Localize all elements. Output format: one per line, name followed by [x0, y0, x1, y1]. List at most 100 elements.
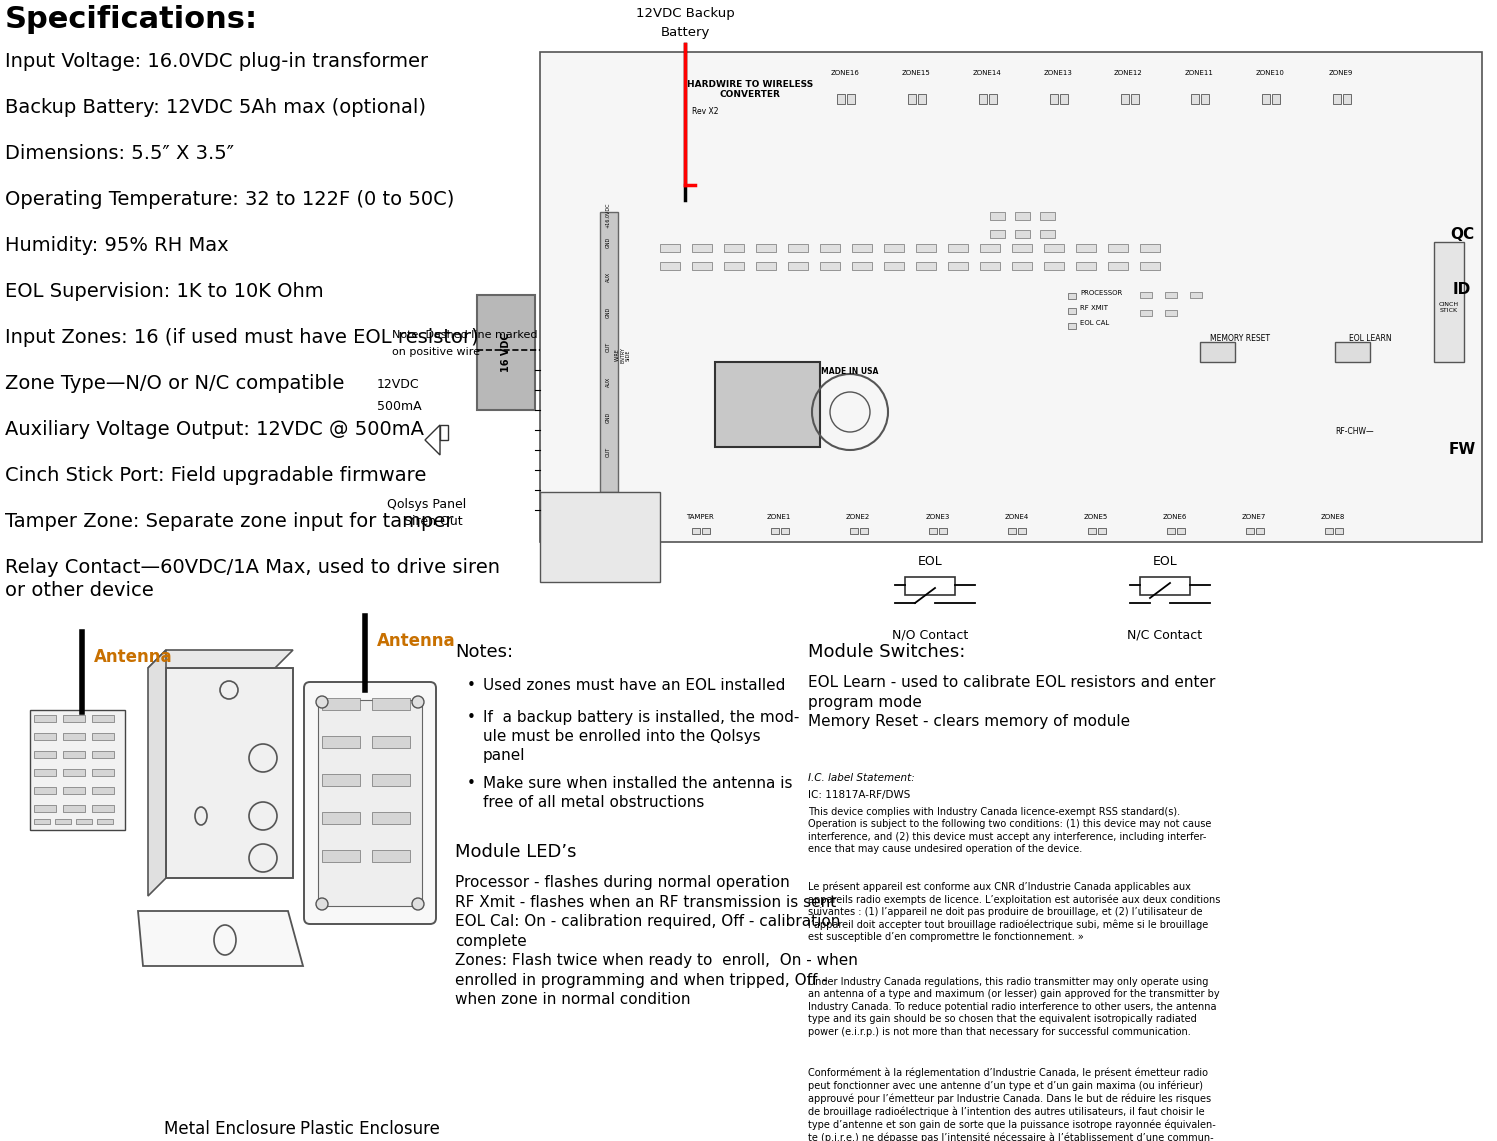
Text: 12VDC: 12VDC [377, 378, 419, 391]
Text: Le présent appareil est conforme aux CNR d’Industrie Canada applicables aux
appa: Le présent appareil est conforme aux CNR… [808, 881, 1220, 942]
Circle shape [316, 696, 328, 709]
Text: This device complies with Industry Canada licence-exempt RSS standard(s).
Operat: This device complies with Industry Canad… [808, 807, 1211, 855]
Text: EOL Supervision: 1K to 10K Ohm: EOL Supervision: 1K to 10K Ohm [4, 282, 323, 301]
Bar [850, 528, 858, 534]
Bar [907, 94, 916, 104]
Text: ZONE4: ZONE4 [1004, 513, 1028, 520]
Circle shape [412, 898, 424, 911]
Text: ZONE15: ZONE15 [901, 70, 930, 76]
Bar [1272, 94, 1280, 104]
Bar [317, 699, 422, 906]
Bar [1246, 528, 1254, 534]
Bar [322, 698, 359, 710]
Bar [1335, 342, 1370, 362]
Bar [371, 850, 410, 861]
Text: ZONE9: ZONE9 [1329, 70, 1353, 76]
Bar [979, 94, 987, 104]
Bar [1201, 342, 1235, 362]
Polygon shape [138, 911, 302, 966]
Bar [1343, 94, 1352, 104]
Text: Relay Contact—60VDC/1A Max, used to drive siren
or other device: Relay Contact—60VDC/1A Max, used to driv… [4, 558, 500, 600]
Bar [322, 774, 359, 786]
Bar [702, 528, 710, 534]
Text: Antenna: Antenna [94, 648, 172, 666]
Bar [91, 806, 114, 812]
Text: Specifications:: Specifications: [4, 5, 257, 34]
Bar [948, 244, 969, 252]
Text: ZONE5: ZONE5 [1084, 513, 1108, 520]
Text: ZONE13: ZONE13 [1043, 70, 1072, 76]
Bar [939, 528, 948, 534]
Text: Note: Dashed line marked: Note: Dashed line marked [392, 330, 537, 340]
Bar [1108, 262, 1129, 270]
Text: AUX: AUX [605, 272, 611, 282]
Bar [1202, 94, 1210, 104]
Text: EOL CAL: EOL CAL [1079, 319, 1109, 326]
Bar [1097, 528, 1106, 534]
Text: GND: GND [605, 307, 611, 318]
Bar [91, 769, 114, 776]
Text: ZONE14: ZONE14 [973, 70, 1001, 76]
Text: OUT: OUT [605, 342, 611, 353]
Bar [885, 262, 904, 270]
Polygon shape [148, 650, 293, 667]
Bar [820, 262, 840, 270]
Text: ZONE2: ZONE2 [846, 513, 870, 520]
Bar [97, 819, 112, 824]
Bar [930, 528, 937, 534]
Text: WIRE
ENTRY
SIDE: WIRE ENTRY SIDE [615, 347, 630, 363]
Bar [34, 769, 55, 776]
Bar [55, 819, 70, 824]
Bar [34, 715, 55, 722]
Bar [540, 52, 1482, 542]
Bar [440, 424, 448, 440]
Text: ZONE10: ZONE10 [1256, 70, 1284, 76]
Bar [63, 787, 85, 794]
Bar [1108, 244, 1129, 252]
Text: Conformément à la réglementation d’Industrie Canada, le présent émetteur radio
p: Conformément à la réglementation d’Indus… [808, 1067, 1216, 1141]
Bar [725, 244, 744, 252]
Text: RF XMIT: RF XMIT [1079, 305, 1108, 311]
Text: Dimensions: 5.5″ X 3.5″: Dimensions: 5.5″ X 3.5″ [4, 144, 234, 163]
Bar [1012, 244, 1031, 252]
Text: ZONE16: ZONE16 [831, 70, 859, 76]
Text: I.C. label Statement:: I.C. label Statement: [808, 772, 915, 783]
Text: Battery: Battery [660, 26, 710, 39]
Text: PROCESSOR: PROCESSOR [1079, 290, 1123, 296]
Text: 500mA: 500mA [377, 400, 422, 413]
Text: QC: QC [1451, 227, 1475, 242]
Bar [1009, 528, 1016, 534]
Bar [852, 262, 871, 270]
Text: Notes:: Notes: [455, 644, 513, 661]
Bar [1325, 528, 1332, 534]
Bar [600, 212, 618, 492]
Bar [1043, 244, 1064, 252]
Text: EOL LEARN: EOL LEARN [1349, 334, 1391, 343]
Bar [820, 244, 840, 252]
Bar [1076, 262, 1096, 270]
Text: ID: ID [1454, 282, 1472, 297]
Text: EOL Learn - used to calibrate EOL resistors and enter
program mode
Memory Reset : EOL Learn - used to calibrate EOL resist… [808, 675, 1216, 729]
Bar [692, 528, 701, 534]
Bar [692, 262, 713, 270]
Bar [847, 94, 855, 104]
Bar [771, 528, 778, 534]
Bar [34, 806, 55, 812]
Text: OUT: OUT [605, 447, 611, 458]
Text: Plastic Enclosure: Plastic Enclosure [299, 1120, 440, 1138]
Text: Zone Type—N/O or N/C compatible: Zone Type—N/O or N/C compatible [4, 374, 344, 393]
Bar [756, 244, 775, 252]
Bar [1335, 528, 1343, 534]
Text: Make sure when installed the antenna is
free of all metal obstructions: Make sure when installed the antenna is … [484, 776, 792, 810]
Bar [371, 736, 410, 748]
Text: HARDWIRE TO WIRELESS
CONVERTER: HARDWIRE TO WIRELESS CONVERTER [687, 80, 813, 99]
Text: Siren Out: Siren Out [404, 515, 463, 528]
FancyBboxPatch shape [304, 682, 436, 924]
Bar [1262, 94, 1271, 104]
Circle shape [412, 696, 424, 709]
Bar [1166, 528, 1175, 534]
Bar [725, 262, 744, 270]
Bar [540, 492, 660, 582]
Bar [981, 262, 1000, 270]
Text: on positive wire: on positive wire [392, 347, 481, 357]
